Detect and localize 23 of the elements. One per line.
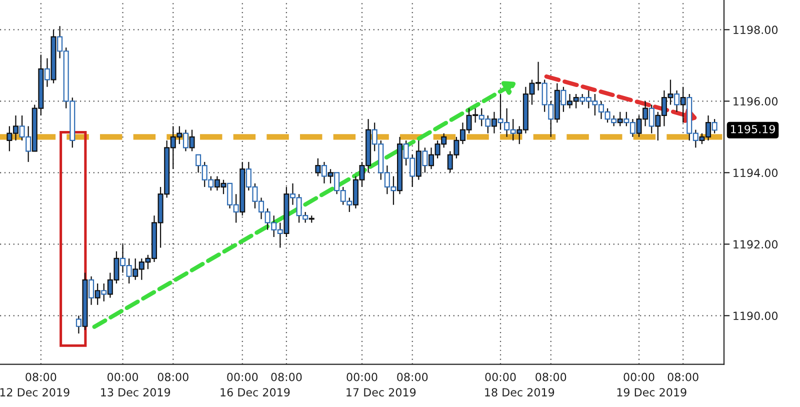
y-tick-label: 1196.00	[734, 97, 778, 106]
x-tick-label: 08:00	[536, 372, 566, 382]
y-tick-label: 1198.00	[734, 26, 778, 34]
x-tick-label: 08:00	[271, 372, 302, 382]
y-tick-label: 1194.00	[734, 168, 778, 178]
x-tick-label: 18 Dec 2019	[485, 388, 554, 396]
x-tick-label: 08:00	[668, 372, 698, 382]
x-tick-label: 08:00	[397, 372, 428, 382]
y-tick-label: 1192.00	[734, 240, 778, 249]
x-tick-label: 08:00	[26, 372, 56, 382]
x-tick-label: 08:00	[158, 372, 188, 382]
y-tick-label: 1190.00	[734, 312, 778, 320]
x-tick-label: 17 Dec 2019	[346, 388, 416, 396]
x-tick-label: 00:00	[227, 372, 258, 382]
x-tick-label: 00:00	[485, 372, 516, 382]
x-tick-label: 16 Dec 2019	[220, 388, 290, 396]
x-tick-label: 00:00	[624, 372, 654, 382]
x-tick-label: 00:00	[346, 372, 378, 382]
x-tick-label: 00:00	[107, 372, 138, 382]
x-tick-label: 12 Dec 2019	[0, 388, 70, 396]
x-tick-label: 13 Dec 2019	[101, 388, 170, 396]
text: 1195.19	[731, 124, 775, 134]
x-tick-label: 19 Dec 2019	[617, 388, 686, 396]
